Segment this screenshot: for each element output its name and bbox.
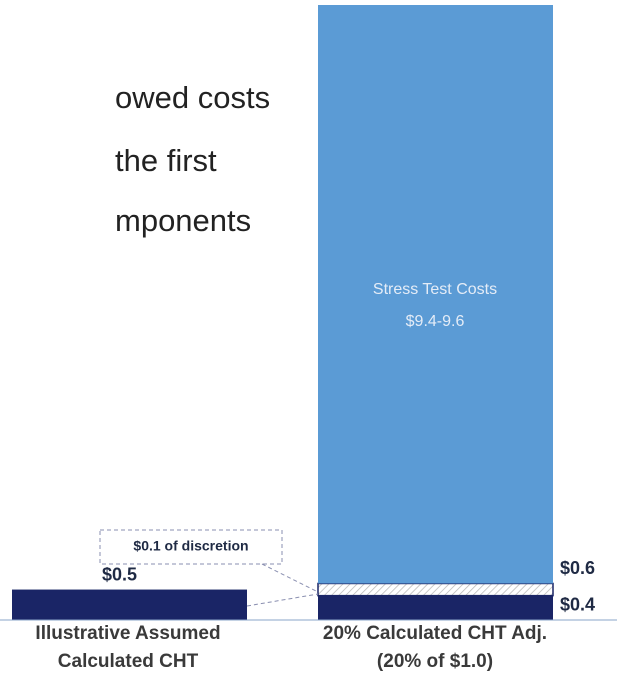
body-text: the first	[115, 143, 217, 178]
callout-box	[99, 529, 283, 565]
body-text: owed costs	[115, 80, 270, 115]
bar-segment	[318, 5, 553, 584]
x-tick-label: (20% of $1.0)	[377, 651, 493, 672]
x-tick-label: Illustrative Assumed	[35, 623, 220, 644]
value-label: $0.4	[560, 594, 595, 614]
callout-leader	[261, 563, 319, 593]
callout-leader	[246, 593, 319, 607]
bar-segment	[317, 582, 554, 597]
bar-segment	[318, 595, 553, 620]
series-name: Stress Test Costs	[373, 281, 497, 298]
x-tick-label: 20% Calculated CHT Adj.	[323, 623, 547, 644]
bar-segment	[12, 589, 247, 620]
value-label: $9.4-9.6	[406, 313, 465, 330]
body-text: mponents	[115, 203, 251, 238]
callout-text: $0.1 of discretion	[133, 538, 248, 554]
value-label: $0.6	[560, 558, 595, 578]
value-label: $0.5	[102, 564, 137, 584]
x-tick-label: Calculated CHT	[58, 651, 199, 672]
